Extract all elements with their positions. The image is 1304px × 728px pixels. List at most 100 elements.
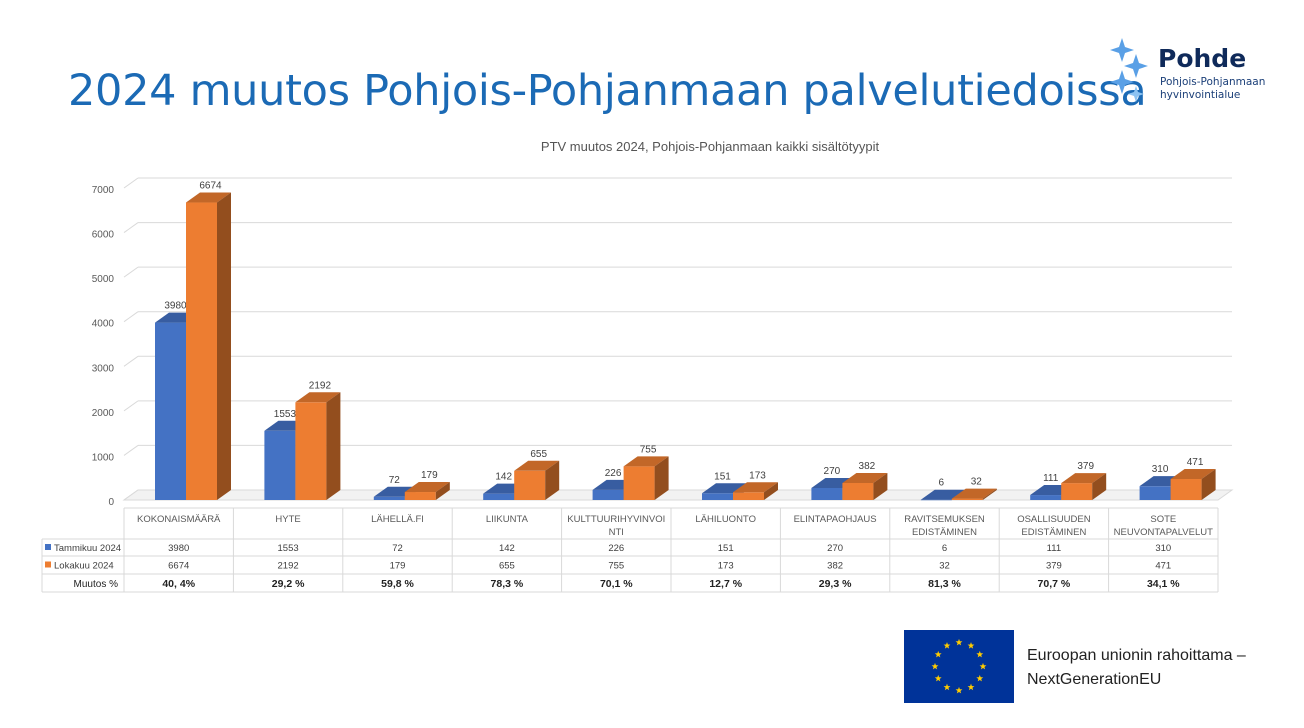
bar-side <box>326 392 341 500</box>
category-label: EDISTÄMINEN <box>1021 527 1086 538</box>
data-label: 3980 <box>164 301 187 312</box>
bar-lokakuu <box>1170 479 1202 500</box>
table-cell: 310 <box>1155 543 1171 554</box>
bar-top <box>1170 469 1216 480</box>
data-label: 382 <box>859 461 876 472</box>
y-tick-label: 3000 <box>92 363 115 374</box>
y-tick-label: 6000 <box>92 230 115 241</box>
eu-star-icon <box>967 642 975 649</box>
table-cell: 226 <box>608 543 624 554</box>
change-cell: 29,2 % <box>272 578 305 590</box>
gridline-side <box>123 355 139 367</box>
bar-lokakuu <box>514 470 546 500</box>
data-label: 270 <box>824 466 841 477</box>
table-cell: 173 <box>718 561 734 572</box>
data-label: 755 <box>640 444 657 455</box>
legend-key <box>45 561 51 568</box>
y-tick-label: 7000 <box>92 185 115 196</box>
y-tick-label: 2000 <box>92 408 115 419</box>
data-label: 2192 <box>309 380 332 391</box>
data-label: 151 <box>714 471 731 482</box>
table-cell: 270 <box>827 543 843 554</box>
eu-star-icon <box>955 686 963 694</box>
eu-funding-line2: NextGenerationEU <box>1027 671 1162 688</box>
y-tick-label: 0 <box>108 497 114 508</box>
bar-top <box>1061 473 1107 484</box>
table-cell: 179 <box>390 561 406 572</box>
change-cell: 59,8 % <box>381 578 414 590</box>
category-label: SOTE <box>1150 514 1176 525</box>
category-label: NTI <box>609 527 624 538</box>
bar-tammikuu <box>592 489 624 500</box>
table-cell: 151 <box>718 543 734 554</box>
bar-side <box>217 192 231 501</box>
change-cell: 78,3 % <box>491 578 524 590</box>
bar-tammikuu <box>483 493 515 500</box>
bar-tammikuu <box>155 322 186 500</box>
bar-side <box>1092 473 1107 500</box>
table-cell: 72 <box>392 543 403 554</box>
bar-tammikuu <box>811 487 843 500</box>
data-label: 6674 <box>199 181 222 192</box>
table-cell: 1553 <box>278 543 299 554</box>
logo-subtitle-line1: Pohjois-Pohjanmaan <box>1160 76 1266 88</box>
gridline-side <box>123 311 139 323</box>
data-label: 142 <box>495 472 512 483</box>
eu-funding-line1: Euroopan unionin rahoittama – <box>1027 647 1246 664</box>
change-cell: 29,3 % <box>819 578 852 590</box>
logo-subtitle-line2: hyvinvointialue <box>1160 89 1241 101</box>
y-tick-label: 4000 <box>92 319 115 330</box>
table-cell: 3980 <box>168 543 189 554</box>
eu-star-icon <box>976 674 984 682</box>
category-label: ELINTAPAOHJAUS <box>794 514 877 525</box>
eu-star-icon <box>976 650 984 658</box>
gridline-side <box>123 266 139 278</box>
data-label: 471 <box>1187 457 1204 468</box>
table-cell: 32 <box>939 561 950 572</box>
eu-star-icon <box>934 650 942 658</box>
table-cell: 471 <box>1155 561 1171 572</box>
y-tick-label: 5000 <box>92 274 115 285</box>
change-cell: 81,3 % <box>928 578 961 590</box>
bar-top <box>623 456 669 467</box>
data-label: 72 <box>389 475 401 486</box>
data-label: 173 <box>749 470 766 481</box>
change-cell: 40, 4% <box>162 578 195 590</box>
bar-side <box>435 482 450 500</box>
change-cell: 70,7 % <box>1038 578 1071 590</box>
category-label: LIIKUNTA <box>486 514 529 525</box>
table-cell: 6674 <box>168 561 189 572</box>
bar-lokakuu <box>842 482 874 500</box>
table-cell: 379 <box>1046 561 1062 572</box>
data-label: 379 <box>1077 461 1094 472</box>
bar-lokakuu <box>404 492 436 500</box>
legend-label: Lokakuu 2024 <box>54 561 114 572</box>
bar-lokakuu <box>1061 483 1093 500</box>
pohde-logo: Pohde Pohjois-Pohjanmaan hyvinvointialue <box>1108 36 1288 108</box>
table-cell: 2192 <box>278 561 299 572</box>
table-cell: 655 <box>499 561 515 572</box>
eu-star-icon <box>967 683 975 691</box>
table-cell: 111 <box>1047 543 1061 554</box>
bar-side <box>654 456 669 500</box>
bar-tammikuu <box>264 430 296 500</box>
bar-lokakuu <box>295 402 327 500</box>
data-label: 32 <box>971 477 983 488</box>
legend-label: Tammikuu 2024 <box>54 543 121 554</box>
category-label: LÄHILUONTO <box>695 514 756 525</box>
bar-lokakuu <box>951 498 983 500</box>
logo-brand: Pohde <box>1158 44 1247 73</box>
data-label: 1553 <box>274 409 297 420</box>
page-title: 2024 muutos Pohjois-Pohjanmaan palveluti… <box>68 66 1147 116</box>
pohde-star-icon <box>1110 38 1148 102</box>
category-label: EDISTÄMINEN <box>912 527 977 538</box>
bar-tammikuu <box>1139 486 1171 500</box>
gridline-side <box>123 400 139 412</box>
legend-key <box>45 544 51 550</box>
change-cell: 70,1 % <box>600 578 633 590</box>
eu-star-icon <box>934 674 942 682</box>
eu-star-icon <box>943 683 951 691</box>
table-cell: 6 <box>942 543 947 554</box>
change-cell: 12,7 % <box>709 578 742 590</box>
table-cell: 382 <box>827 561 843 572</box>
